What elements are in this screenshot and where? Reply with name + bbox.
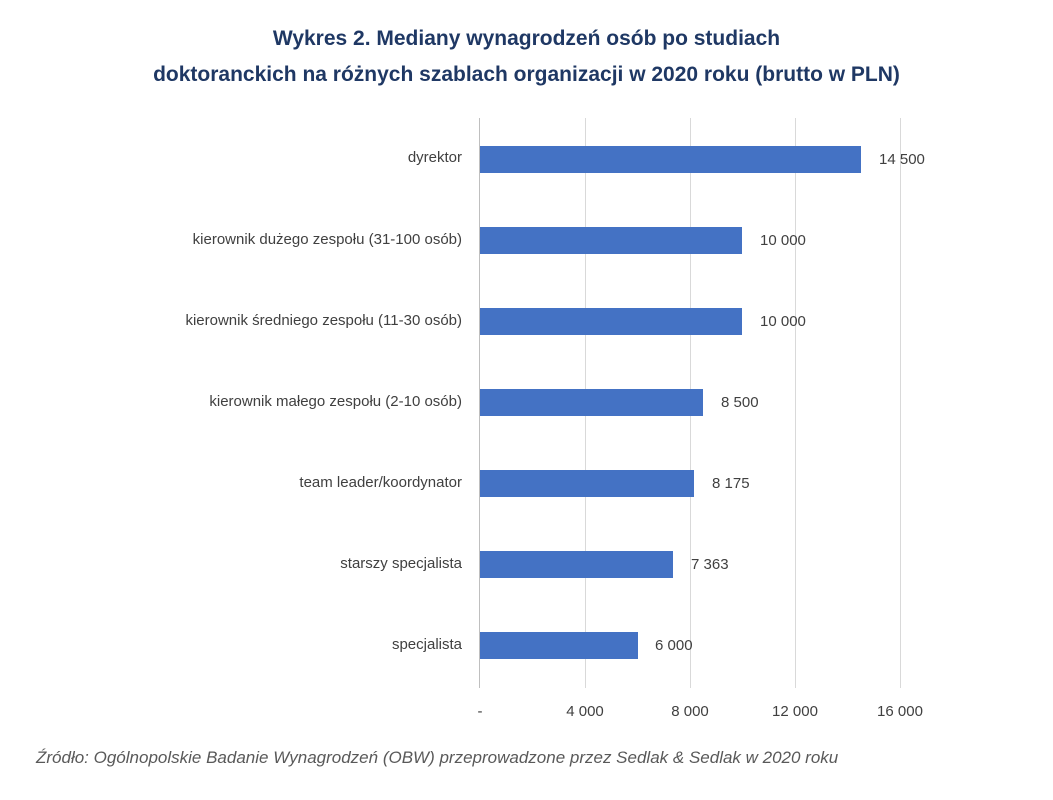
bar [480, 227, 742, 254]
category-label: kierownik małego zespołu (2-10 osób) [209, 393, 462, 410]
gridline [795, 118, 796, 688]
value-label: 10 000 [760, 313, 806, 330]
bar [480, 308, 742, 335]
value-label: 14 500 [879, 151, 925, 168]
chart-title-line-1: Wykres 2. Mediany wynagrodzeń osób po st… [272, 27, 781, 50]
y-axis-line [479, 118, 480, 688]
bar [480, 632, 638, 659]
bar [480, 551, 673, 578]
value-label: 8 175 [712, 475, 750, 492]
category-label: specjalista [391, 636, 462, 653]
bar [480, 146, 861, 173]
value-label: 8 500 [721, 394, 759, 411]
bar [480, 389, 703, 416]
category-label: starszy specjalista [340, 555, 462, 572]
gridline [900, 118, 901, 688]
x-tick-label: 4 000 [566, 703, 604, 720]
x-tick-label: 8 000 [671, 703, 709, 720]
category-label: dyrektor [407, 149, 462, 166]
x-tick-label: 16 000 [877, 703, 923, 720]
category-label: kierownik dużego zespołu (31-100 osób) [192, 231, 462, 248]
value-label: 7 363 [691, 556, 729, 573]
category-label: team leader/koordynator [299, 474, 462, 491]
value-label: 6 000 [655, 637, 693, 654]
chart-title-line-2: doktoranckich na różnych szablach organi… [153, 63, 900, 86]
category-label: kierownik średniego zespołu (11-30 osób) [185, 312, 462, 329]
value-label: 10 000 [760, 232, 806, 249]
x-tick-label: 12 000 [772, 703, 818, 720]
x-tick-label: - [477, 703, 483, 720]
bar [480, 470, 694, 497]
source-note: Źródło: Ogólnopolskie Badanie Wynagrodze… [36, 748, 839, 767]
